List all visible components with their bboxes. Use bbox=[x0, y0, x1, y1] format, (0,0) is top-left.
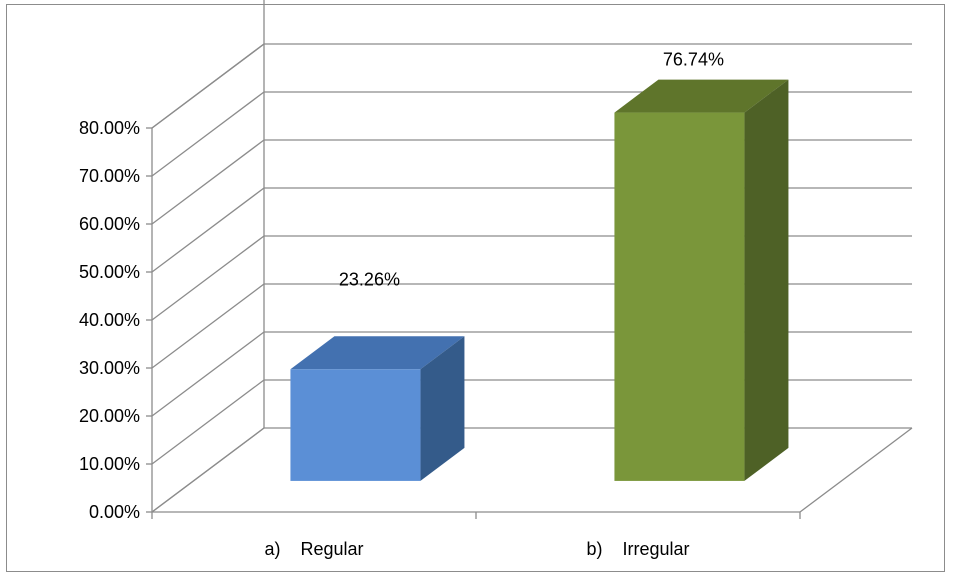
data-label: 23.26% bbox=[339, 269, 400, 289]
bar bbox=[614, 79, 789, 481]
y-tick-label: 70.00% bbox=[79, 166, 140, 186]
labels: 23.26% 76.74% bbox=[339, 50, 724, 290]
x-category-label: b) Irregular bbox=[586, 539, 689, 559]
gridlines bbox=[151, 43, 913, 513]
chart-frame bbox=[6, 4, 945, 572]
gridline bbox=[151, 187, 912, 273]
y-tick-label: 10.00% bbox=[79, 454, 140, 474]
y-tick-label: 20.00% bbox=[79, 406, 140, 426]
y-tick-label: 0.00% bbox=[89, 502, 140, 522]
bar bbox=[290, 336, 465, 481]
y-tick-label: 50.00% bbox=[79, 262, 140, 282]
data-label: 76.74% bbox=[663, 50, 724, 70]
gridline bbox=[151, 43, 912, 129]
y-tick-label: 30.00% bbox=[79, 358, 140, 378]
y-tick-label: 60.00% bbox=[79, 214, 140, 234]
gridline bbox=[151, 379, 912, 465]
gridline bbox=[151, 331, 912, 417]
axes: 0.00% 10.00% 20.00% 30.00% 40.00% 50.00% 60.00… bbox=[79, 0, 801, 559]
gridline bbox=[151, 283, 912, 369]
floor bbox=[151, 427, 913, 513]
gridline bbox=[151, 91, 912, 177]
gridline bbox=[151, 235, 912, 321]
bars bbox=[290, 79, 789, 481]
gridline bbox=[151, 139, 912, 225]
x-category-label: a) Regular bbox=[264, 539, 363, 559]
y-tick-label: 80.00% bbox=[79, 118, 140, 138]
gridline bbox=[151, 43, 265, 129]
y-tick-label: 40.00% bbox=[79, 310, 140, 330]
